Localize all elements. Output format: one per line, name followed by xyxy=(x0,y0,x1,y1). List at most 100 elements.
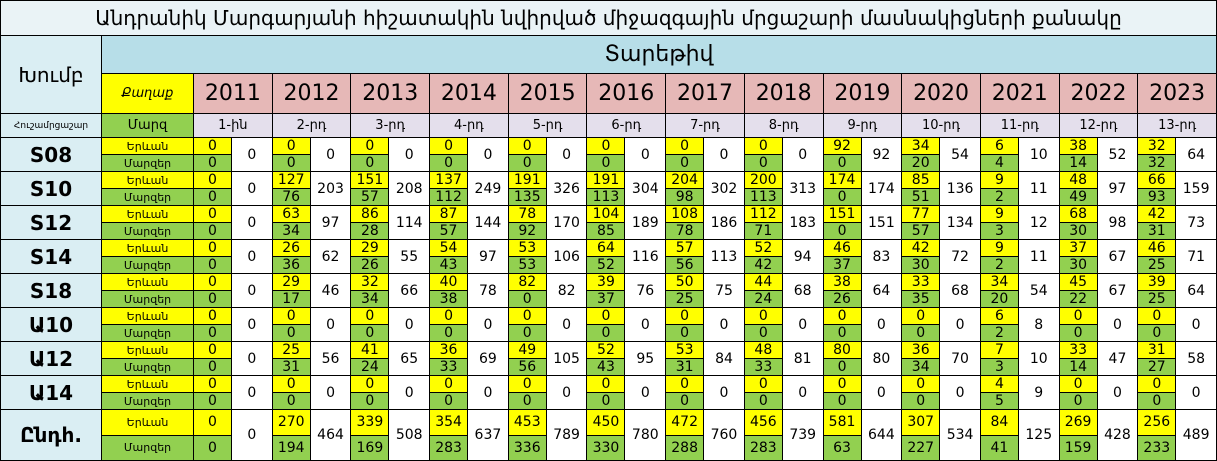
regions-count: 0 xyxy=(194,155,232,172)
yerevan-count: 64 xyxy=(587,240,626,257)
year: 2023 xyxy=(1138,74,1217,114)
total-count: 56 xyxy=(310,342,352,376)
total-count: 113 xyxy=(704,240,745,274)
regions-count: 2 xyxy=(980,325,1019,342)
total-count: 0 xyxy=(232,376,273,410)
regions-count: 0 xyxy=(823,155,862,172)
regions-count: 37 xyxy=(587,291,626,308)
regions-count: 0 xyxy=(1059,325,1098,342)
yerevan-count: 0 xyxy=(430,376,469,393)
regions-count: 14 xyxy=(1059,155,1098,172)
regions-count: 20 xyxy=(980,291,1019,308)
group-name: S12 xyxy=(1,206,102,240)
yerevan-count: 48 xyxy=(744,342,783,359)
total-count: 0 xyxy=(782,376,824,410)
memorial-header: Հուշամրցաշար xyxy=(1,114,102,138)
yerevan-label: Երևան xyxy=(102,376,194,393)
total-count: 186 xyxy=(704,206,745,240)
total-count: 70 xyxy=(940,342,981,376)
year: 2022 xyxy=(1059,74,1139,114)
total-count: 106 xyxy=(546,240,588,274)
yerevan-count: 29 xyxy=(272,274,311,291)
total-count: 10 xyxy=(1018,138,1060,172)
total-count: 464 xyxy=(310,410,352,461)
regions-count: 0 xyxy=(744,155,783,172)
regions-count: 20 xyxy=(902,155,941,172)
yerevan-count: 0 xyxy=(194,206,232,223)
total-count: 64 xyxy=(861,274,903,308)
total-count: 0 xyxy=(704,138,745,172)
year: 2020 xyxy=(902,74,981,114)
regions-count: 33 xyxy=(744,359,783,376)
regions-count: 37 xyxy=(823,257,862,274)
yerevan-label: Երևան xyxy=(102,410,194,436)
total-count: 0 xyxy=(1097,308,1139,342)
regions-count: 0 xyxy=(194,435,232,461)
regions-count: 0 xyxy=(666,325,705,342)
total-count: 66 xyxy=(389,274,431,308)
total-count: 428 xyxy=(1097,410,1139,461)
regions-count: 43 xyxy=(587,359,626,376)
yerevan-count: 456 xyxy=(744,410,783,436)
total-count: 0 xyxy=(1097,376,1139,410)
total-count: 64 xyxy=(1176,274,1217,308)
yerevan-count: 42 xyxy=(902,240,941,257)
regions-count: 0 xyxy=(508,155,547,172)
regions-label: Մարզեր xyxy=(102,325,194,342)
total-count: 69 xyxy=(468,342,509,376)
total-count: 114 xyxy=(389,206,431,240)
total-count: 170 xyxy=(546,206,588,240)
year: 2021 xyxy=(980,74,1060,114)
total-count: 82 xyxy=(546,274,588,308)
total-count: 159 xyxy=(1176,172,1217,206)
total-count: 0 xyxy=(232,240,273,274)
regions-count: 38 xyxy=(430,291,469,308)
total-count: 0 xyxy=(940,308,981,342)
regions-count: 0 xyxy=(902,393,941,410)
regions-count: 0 xyxy=(430,325,469,342)
regions-count: 0 xyxy=(194,325,232,342)
regions-count: 0 xyxy=(587,325,626,342)
total-count: 76 xyxy=(625,274,667,308)
yerevan-count: 339 xyxy=(351,410,390,436)
yerevan-count: 9 xyxy=(980,206,1019,223)
total-count: 0 xyxy=(625,376,667,410)
total-count: 0 xyxy=(468,138,509,172)
group-name: Ա12 xyxy=(1,342,102,376)
total-count: 54 xyxy=(940,138,981,172)
total-count: 0 xyxy=(389,138,431,172)
yerevan-count: 0 xyxy=(823,376,862,393)
regions-count: 56 xyxy=(508,359,547,376)
regions-count: 31 xyxy=(272,359,311,376)
edition: 6-րդ xyxy=(587,114,667,138)
yerevan-count: 0 xyxy=(508,138,547,155)
yerevan-count: 80 xyxy=(823,342,862,359)
regions-count: 2 xyxy=(980,189,1019,206)
regions-count: 2 xyxy=(980,257,1019,274)
regions-count: 56 xyxy=(666,257,705,274)
total-count: 0 xyxy=(782,138,824,172)
yerevan-count: 48 xyxy=(1059,172,1098,189)
yerevan-count: 191 xyxy=(587,172,626,189)
regions-count: 233 xyxy=(1138,435,1177,461)
total-count: 68 xyxy=(940,274,981,308)
yerevan-count: 85 xyxy=(902,172,941,189)
regions-count: 113 xyxy=(744,189,783,206)
regions-count: 25 xyxy=(1138,291,1177,308)
regions-count: 0 xyxy=(587,393,626,410)
yerevan-count: 354 xyxy=(430,410,469,436)
regions-count: 0 xyxy=(587,155,626,172)
yerevan-label: Երևան xyxy=(102,138,194,155)
regions-count: 28 xyxy=(351,223,390,240)
total-count: 249 xyxy=(468,172,509,206)
total-count: 189 xyxy=(625,206,667,240)
total-count: 326 xyxy=(546,172,588,206)
total-count: 208 xyxy=(389,172,431,206)
regions-count: 194 xyxy=(272,435,311,461)
yerevan-count: 0 xyxy=(194,240,232,257)
total-count: 0 xyxy=(625,308,667,342)
total-count: 0 xyxy=(232,342,273,376)
edition: 13-րդ xyxy=(1138,114,1217,138)
yerevan-count: 0 xyxy=(272,138,311,155)
regions-count: 135 xyxy=(508,189,547,206)
